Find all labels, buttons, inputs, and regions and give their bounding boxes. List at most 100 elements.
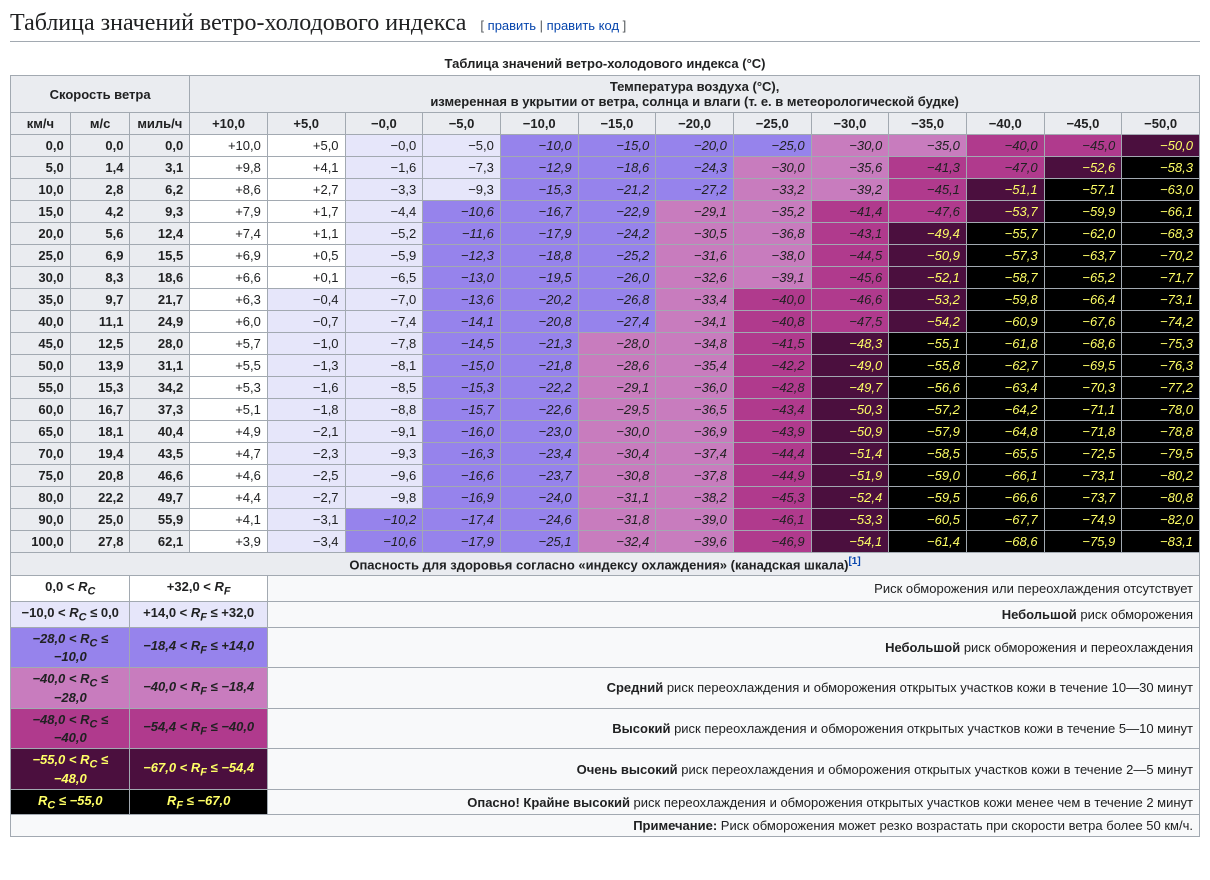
value-cell: −29,1 <box>656 201 734 223</box>
value-cell: −11,6 <box>423 223 501 245</box>
value-cell: −24,3 <box>656 157 734 179</box>
value-cell: +4,7 <box>190 443 268 465</box>
value-cell: −9,3 <box>345 443 423 465</box>
value-cell: −64,8 <box>966 421 1044 443</box>
value-cell: −54,2 <box>889 311 967 333</box>
value-cell: −1,6 <box>345 157 423 179</box>
value-cell: −3,3 <box>345 179 423 201</box>
table-row: 20,05,612,4+7,4+1,1−5,2−11,6−17,9−24,2−3… <box>11 223 1200 245</box>
value-cell: −31,1 <box>578 487 656 509</box>
table-row: 5,01,43,1+9,8+4,1−1,6−7,3−12,9−18,6−24,3… <box>11 157 1200 179</box>
value-cell: −4,4 <box>345 201 423 223</box>
value-cell: −59,5 <box>889 487 967 509</box>
value-cell: −44,4 <box>733 443 811 465</box>
value-cell: −55,7 <box>966 223 1044 245</box>
risk-rc-cell: −10,0 < RC ≤ 0,0 <box>11 601 130 627</box>
value-cell: −35,0 <box>889 135 967 157</box>
wind-cell: 55,9 <box>130 509 190 531</box>
value-cell: −1,6 <box>267 377 345 399</box>
value-cell: −62,7 <box>966 355 1044 377</box>
temp-header: −5,0 <box>423 113 501 135</box>
value-cell: −2,1 <box>267 421 345 443</box>
wind-cell: 100,0 <box>11 531 71 553</box>
value-cell: −33,4 <box>656 289 734 311</box>
value-cell: −83,1 <box>1122 531 1200 553</box>
value-cell: +2,7 <box>267 179 345 201</box>
risk-row: 0,0 < RC+32,0 < RFРиск обморожения или п… <box>11 576 1200 602</box>
temp-header: +10,0 <box>190 113 268 135</box>
wind-cell: 0,0 <box>11 135 71 157</box>
wind-cell: 21,7 <box>130 289 190 311</box>
value-cell: −62,0 <box>1044 223 1122 245</box>
value-cell: −1,3 <box>267 355 345 377</box>
value-cell: +5,0 <box>267 135 345 157</box>
value-cell: −38,2 <box>656 487 734 509</box>
value-cell: +6,6 <box>190 267 268 289</box>
value-cell: −19,5 <box>500 267 578 289</box>
value-cell: −50,0 <box>1122 135 1200 157</box>
risk-rc-cell: −28,0 < RC ≤ −10,0 <box>11 627 130 668</box>
wind-cell: 75,0 <box>11 465 71 487</box>
risk-row: −55,0 < RC ≤ −48,0−67,0 < RF ≤ −54,4Очен… <box>11 749 1200 790</box>
value-cell: −41,4 <box>811 201 889 223</box>
value-cell: −27,2 <box>656 179 734 201</box>
value-cell: −68,3 <box>1122 223 1200 245</box>
ref-link[interactable]: [1] <box>848 556 860 567</box>
table-row: 45,012,528,0+5,7−1,0−7,8−14,5−21,3−28,0−… <box>11 333 1200 355</box>
value-cell: −43,9 <box>733 421 811 443</box>
wind-cell: 90,0 <box>11 509 71 531</box>
value-cell: −49,0 <box>811 355 889 377</box>
value-cell: −39,6 <box>656 531 734 553</box>
wind-cell: 65,0 <box>11 421 71 443</box>
risk-row: −10,0 < RC ≤ 0,0+14,0 < RF ≤ +32,0Неболь… <box>11 601 1200 627</box>
value-cell: +5,1 <box>190 399 268 421</box>
value-cell: −49,7 <box>811 377 889 399</box>
value-cell: −24,2 <box>578 223 656 245</box>
value-cell: −50,9 <box>811 421 889 443</box>
table-row: 35,09,721,7+6,3−0,4−7,0−13,6−20,2−26,8−3… <box>11 289 1200 311</box>
table-row: 25,06,915,5+6,9+0,5−5,9−12,3−18,8−25,2−3… <box>11 245 1200 267</box>
value-cell: −28,0 <box>578 333 656 355</box>
temp-header: −25,0 <box>733 113 811 135</box>
value-cell: +8,6 <box>190 179 268 201</box>
wind-cell: 60,0 <box>11 399 71 421</box>
wind-cell: 15,0 <box>11 201 71 223</box>
value-cell: −0,7 <box>267 311 345 333</box>
risk-desc-cell: Небольшой риск обморожения и переохлажде… <box>267 627 1199 668</box>
value-cell: −52,6 <box>1044 157 1122 179</box>
air-temp-line2: измеренная в укрытии от ветра, солнца и … <box>430 94 959 109</box>
wind-cell: 12,5 <box>70 333 130 355</box>
edit-link[interactable]: править <box>488 18 536 33</box>
wind-cell: 27,8 <box>70 531 130 553</box>
value-cell: −29,5 <box>578 399 656 421</box>
temp-header: +5,0 <box>267 113 345 135</box>
wind-cell: 18,6 <box>130 267 190 289</box>
value-cell: −53,2 <box>889 289 967 311</box>
value-cell: −31,6 <box>656 245 734 267</box>
value-cell: +5,3 <box>190 377 268 399</box>
value-cell: −26,0 <box>578 267 656 289</box>
wind-cell: 40,0 <box>11 311 71 333</box>
table-row: 75,020,846,6+4,6−2,5−9,6−16,6−23,7−30,8−… <box>11 465 1200 487</box>
risk-rf-cell: −40,0 < RF ≤ −18,4 <box>130 668 267 709</box>
table-row: 40,011,124,9+6,0−0,7−7,4−14,1−20,8−27,4−… <box>11 311 1200 333</box>
value-cell: −30,0 <box>733 157 811 179</box>
value-cell: −35,2 <box>733 201 811 223</box>
value-cell: −23,4 <box>500 443 578 465</box>
wind-cell: 5,0 <box>11 157 71 179</box>
value-cell: −5,0 <box>423 135 501 157</box>
value-cell: −57,3 <box>966 245 1044 267</box>
value-cell: −45,3 <box>733 487 811 509</box>
value-cell: −58,7 <box>966 267 1044 289</box>
value-cell: −61,8 <box>966 333 1044 355</box>
edit-source-link[interactable]: править код <box>547 18 619 33</box>
value-cell: +1,7 <box>267 201 345 223</box>
risk-rc-cell: 0,0 < RC <box>11 576 130 602</box>
value-cell: +1,1 <box>267 223 345 245</box>
value-cell: −45,1 <box>889 179 967 201</box>
wind-cell: 15,3 <box>70 377 130 399</box>
value-cell: −47,6 <box>889 201 967 223</box>
wind-cell: 20,0 <box>11 223 71 245</box>
section-heading: Таблица значений ветро-холодового индекс… <box>10 10 1200 42</box>
value-cell: +0,5 <box>267 245 345 267</box>
